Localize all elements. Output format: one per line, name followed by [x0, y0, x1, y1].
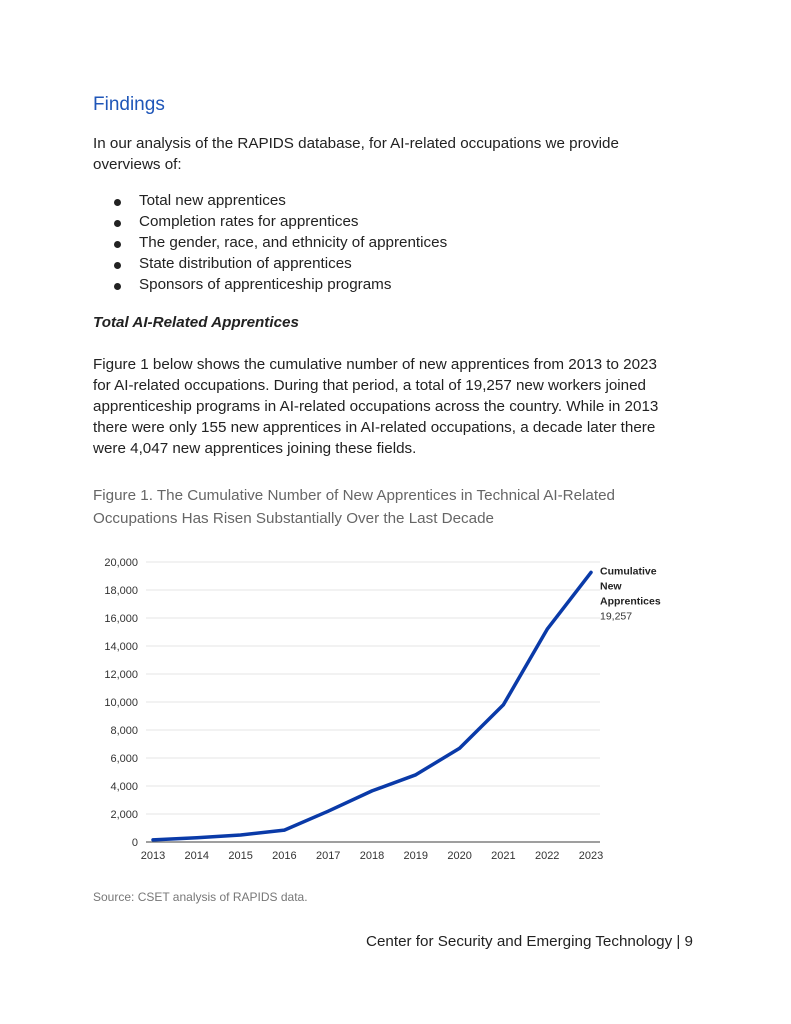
y-tick-label: 10,000: [104, 697, 138, 709]
text-line: Figure 1 below shows the cumulative numb…: [93, 356, 657, 373]
data-point: [545, 627, 549, 631]
y-tick-label: 4,000: [110, 781, 138, 793]
caption-line: Figure 1. The Cumulative Number of New A…: [93, 487, 615, 504]
series-end-value: 19,257: [600, 610, 632, 622]
data-point: [458, 746, 462, 750]
y-tick-label: 18,000: [104, 585, 138, 597]
list-item-text: State distribution of apprentices: [139, 255, 352, 272]
source-note: Source: CSET analysis of RAPIDS data.: [93, 890, 308, 904]
x-tick-label: 2018: [360, 850, 384, 862]
section-heading: Findings: [93, 94, 165, 115]
figure-caption: Figure 1. The Cumulative Number of New A…: [93, 484, 615, 530]
x-tick-label: 2016: [272, 850, 296, 862]
series-end-label: New: [600, 580, 622, 592]
data-point: [414, 773, 418, 777]
data-point: [239, 833, 243, 837]
y-tick-label: 8,000: [110, 725, 138, 737]
y-tick-label: 6,000: [110, 753, 138, 765]
data-point: [370, 789, 374, 793]
line-chart: 0 2,000 4,000 6,000 8,000 10,000 12,000 14,000 1…: [104, 557, 661, 862]
intro-paragraph: In our analysis of the RAPIDS database, …: [93, 133, 619, 175]
y-tick-label: 2,000: [110, 809, 138, 821]
x-tick-label: 2017: [316, 850, 340, 862]
data-point: [326, 809, 330, 813]
list-item-text: Sponsors of apprenticeship programs: [139, 276, 392, 293]
text-line: apprenticeship programs in AI-related oc…: [93, 398, 659, 415]
data-point: [282, 828, 286, 832]
bullet-icon: [114, 283, 121, 290]
subheading: Total AI-Related Apprentices: [93, 314, 299, 331]
y-tick-label: 12,000: [104, 669, 138, 681]
x-tick-label: 2013: [141, 850, 165, 862]
x-tick-label: 2019: [404, 850, 428, 862]
x-tick-label: 2023: [579, 850, 603, 862]
data-point: [589, 570, 593, 574]
text-line: there were only 155 new apprentices in A…: [93, 419, 656, 436]
text-line: were 4,047 new apprentices joining these…: [93, 440, 417, 457]
list-item-text: Total new apprentices: [139, 192, 286, 209]
bullet-icon: [114, 199, 121, 206]
series-end-label: Cumulative: [600, 565, 657, 577]
body-paragraph: Figure 1 below shows the cumulative numb…: [93, 354, 658, 459]
text-line: for AI-related occupations. During that …: [93, 377, 646, 394]
caption-line: Occupations Has Risen Substantially Over…: [93, 510, 494, 527]
bullet-icon: [114, 262, 121, 269]
series-line: [151, 570, 593, 842]
list-item-text: Completion rates for apprentices: [139, 213, 359, 230]
text-line: overviews of:: [93, 156, 182, 173]
x-tick-label: 2020: [447, 850, 471, 862]
y-tick-label: 0: [132, 837, 138, 849]
x-tick-label: 2014: [185, 850, 209, 862]
page-footer: Center for Security and Emerging Technol…: [366, 933, 693, 950]
y-tick-label: 20,000: [104, 557, 138, 569]
x-tick-label: 2022: [535, 850, 559, 862]
x-tick-label: 2021: [491, 850, 515, 862]
series-end-label: Apprentices: [600, 595, 661, 607]
data-point: [195, 836, 199, 840]
bullet-icon: [114, 220, 121, 227]
text-line: In our analysis of the RAPIDS database, …: [93, 135, 619, 152]
y-tick-label: 16,000: [104, 613, 138, 625]
data-point: [501, 703, 505, 707]
list-item-text: The gender, race, and ethnicity of appre…: [139, 234, 448, 251]
y-tick-label: 14,000: [104, 641, 138, 653]
bullet-icon: [114, 241, 121, 248]
data-point: [151, 838, 155, 842]
x-tick-label: 2015: [228, 850, 252, 862]
